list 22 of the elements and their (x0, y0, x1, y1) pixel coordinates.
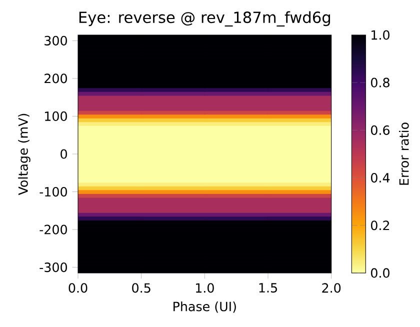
y-tick-label: 300 (44, 36, 67, 46)
color-bar-label: 1.0 (372, 30, 390, 40)
x-tick-label: 1.0 (196, 283, 214, 293)
x-tick-label: 0.5 (132, 283, 150, 293)
y-tick-label: 0 (60, 149, 67, 159)
color-bar-label: 0.0 (371, 268, 390, 278)
y-tick-label: -300 (40, 262, 67, 272)
x-axis-title: Phase (UI) (174, 301, 236, 313)
color-bar-label: 0.6 (371, 125, 390, 135)
y-tick-label: -100 (40, 186, 67, 197)
color-bar-label: 0.8 (371, 78, 390, 88)
color-bar-title: Error ratio (399, 122, 409, 185)
y-tick-label: 100 (45, 111, 67, 122)
y-tick-label: -200 (40, 224, 67, 234)
color-bar-label: 0.4 (371, 172, 390, 183)
x-tick-label: 1.5 (259, 283, 277, 293)
x-tick-label: 0.0 (68, 283, 88, 293)
chart-title: Eye: reverse @ rev_187m_fwd6g (79, 11, 330, 27)
y-axis-title: Voltage (mV) (18, 114, 30, 196)
color-bar-label: 0.2 (371, 220, 390, 230)
x-tick-label: 2.0 (322, 283, 341, 293)
y-tick-label: 200 (44, 74, 67, 84)
